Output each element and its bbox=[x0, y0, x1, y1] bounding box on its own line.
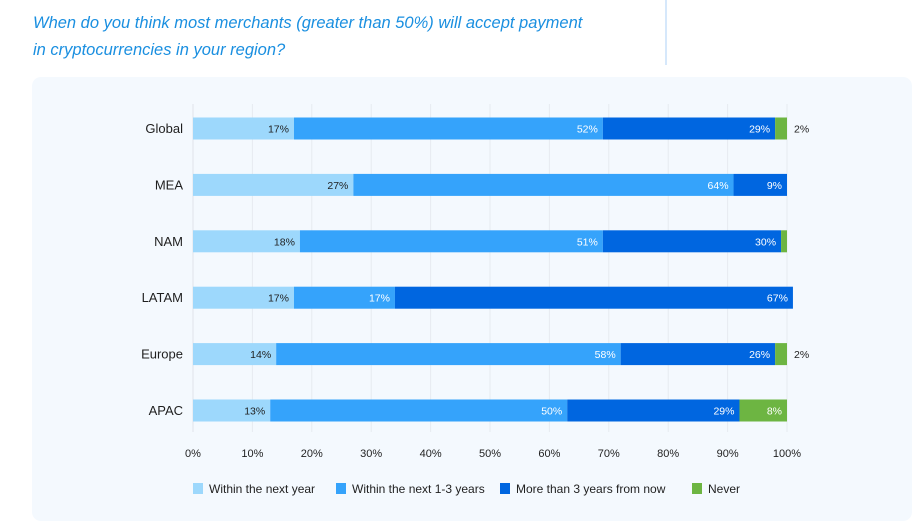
chart-question: When do you think most merchants (greate… bbox=[33, 10, 653, 64]
bar-segment bbox=[602, 117, 776, 140]
bar-segment bbox=[193, 343, 277, 366]
bar-segment bbox=[567, 399, 740, 422]
x-tick-label: 60% bbox=[538, 448, 560, 460]
bar-segment bbox=[193, 230, 300, 253]
data-label: 18% bbox=[274, 236, 295, 248]
bar-segment bbox=[733, 173, 787, 196]
data-label: 30% bbox=[755, 236, 776, 248]
category-label: APAC bbox=[149, 403, 183, 418]
bar-segment bbox=[739, 399, 787, 422]
bar-segment bbox=[781, 230, 787, 253]
data-label: 29% bbox=[713, 406, 734, 418]
bar-segment bbox=[353, 173, 734, 196]
data-label: 2% bbox=[794, 124, 809, 136]
bar-segment bbox=[193, 399, 271, 422]
data-label: 26% bbox=[749, 349, 770, 361]
x-tick-label: 0% bbox=[185, 448, 201, 460]
x-tick-label: 30% bbox=[360, 448, 382, 460]
data-label: 52% bbox=[577, 124, 598, 136]
category-label: Global bbox=[145, 121, 183, 136]
category-label: NAM bbox=[154, 234, 183, 249]
data-label: 8% bbox=[767, 406, 782, 418]
category-label: LATAM bbox=[142, 290, 183, 305]
legend-swatch bbox=[500, 483, 510, 494]
x-tick-label: 20% bbox=[301, 448, 323, 460]
legend-label: Within the next year bbox=[209, 482, 315, 496]
bar-segment bbox=[394, 286, 793, 309]
data-label: 64% bbox=[708, 180, 729, 192]
question-line-2: in cryptocurrencies in your region? bbox=[33, 41, 286, 59]
legend-swatch bbox=[336, 483, 346, 494]
bar-segment bbox=[193, 117, 294, 140]
x-tick-label: 10% bbox=[241, 448, 263, 460]
bar-segment bbox=[270, 399, 568, 422]
data-label: 13% bbox=[244, 406, 265, 418]
data-label: 50% bbox=[541, 406, 562, 418]
bar-segment bbox=[620, 343, 776, 366]
x-tick-label: 100% bbox=[773, 448, 801, 460]
data-label: 27% bbox=[327, 180, 348, 192]
bar-segment bbox=[193, 173, 354, 196]
data-label: 14% bbox=[250, 349, 271, 361]
x-tick-label: 80% bbox=[657, 448, 679, 460]
legend-label: Never bbox=[708, 482, 740, 496]
bar-segment bbox=[602, 230, 782, 253]
data-label: 17% bbox=[268, 293, 289, 305]
x-tick-label: 40% bbox=[420, 448, 442, 460]
legend-label: Within the next 1-3 years bbox=[352, 482, 485, 496]
bar-segment bbox=[293, 117, 603, 140]
data-label: 67% bbox=[767, 293, 788, 305]
category-label: Europe bbox=[141, 347, 183, 362]
bar-segment bbox=[775, 117, 787, 140]
divider-line bbox=[665, 0, 667, 65]
legend-label: More than 3 years from now bbox=[516, 482, 666, 496]
x-tick-label: 70% bbox=[598, 448, 620, 460]
data-label: 9% bbox=[767, 180, 782, 192]
data-label: 17% bbox=[369, 293, 390, 305]
category-label: MEA bbox=[155, 177, 184, 192]
bar-segment bbox=[276, 343, 621, 366]
data-label: 2% bbox=[794, 349, 809, 361]
x-tick-label: 50% bbox=[479, 448, 501, 460]
legend-swatch bbox=[193, 483, 203, 494]
x-tick-label: 90% bbox=[717, 448, 739, 460]
bar-segment bbox=[299, 230, 603, 253]
data-label: 58% bbox=[595, 349, 616, 361]
bar-segment bbox=[193, 286, 294, 309]
data-label: 51% bbox=[577, 236, 598, 248]
data-label: 29% bbox=[749, 124, 770, 136]
legend-swatch bbox=[692, 483, 702, 494]
bar-segment bbox=[775, 343, 787, 366]
data-label: 17% bbox=[268, 124, 289, 136]
bar-segment bbox=[293, 286, 395, 309]
question-line-1: When do you think most merchants (greate… bbox=[33, 14, 583, 32]
